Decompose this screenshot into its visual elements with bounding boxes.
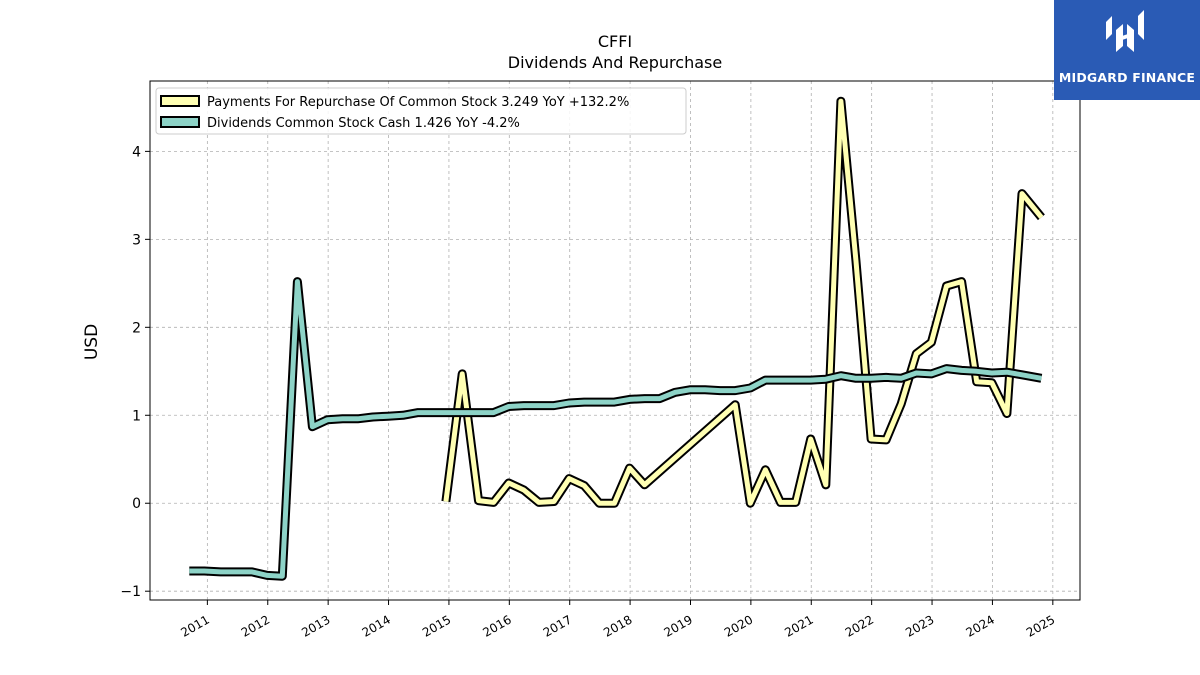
y-tick-label: 0: [132, 496, 141, 512]
legend-swatch: [160, 95, 200, 107]
y-tick-label: 3: [132, 232, 141, 248]
x-tick-label: 2021: [782, 612, 815, 639]
legend: Payments For Repurchase Of Common Stock …: [155, 87, 687, 135]
series-outline-dividends-common-stock-cash: [189, 277, 1043, 581]
legend-label: Payments For Repurchase Of Common Stock …: [207, 95, 629, 110]
y-axis-label: USD: [82, 324, 102, 360]
legend-swatch: [160, 116, 200, 128]
x-tick-label: 2024: [963, 612, 996, 639]
series-line-payments-for-repurchase-of-common-stock: [443, 98, 1044, 506]
x-tick-label: 2016: [480, 612, 513, 639]
series-line-dividends-common-stock-cash: [189, 279, 1042, 579]
x-tick-label: 2019: [662, 612, 695, 639]
series-layer: [189, 96, 1045, 581]
brand-logo: MIDGARD FINANCE: [1054, 0, 1200, 100]
legend-label: Dividends Common Stock Cash 1.426 YoY -4…: [207, 116, 520, 131]
x-tick-label: 2022: [843, 612, 876, 639]
midgard-logo-icon: [1106, 10, 1144, 52]
x-tick-label: 2018: [601, 612, 634, 639]
x-tick-label: 2015: [420, 612, 453, 639]
x-tick-label: 2020: [722, 612, 755, 639]
x-tick-label: 2013: [299, 612, 332, 639]
series-outline-payments-for-repurchase-of-common-stock: [441, 96, 1045, 508]
y-tick-label: 2: [132, 320, 141, 336]
x-tick-label: 2017: [541, 612, 574, 639]
y-tick-label: 4: [132, 144, 141, 160]
axes: 2011 2012 2013 2014 2015 2016 2017 2018 2019 2020…: [120, 144, 1057, 639]
x-tick-label: 2012: [239, 612, 272, 639]
chart-title: CFFI: [598, 32, 632, 51]
x-tick-label: 2011: [178, 612, 211, 639]
chart-subtitle: Dividends And Repurchase: [508, 53, 722, 72]
x-tick-label: 2023: [903, 612, 936, 639]
plot-frame: [149, 80, 1081, 601]
y-tick-label: −1: [120, 584, 141, 600]
y-tick-label: 1: [132, 408, 141, 424]
x-tick-label: 2025: [1024, 612, 1057, 639]
x-tick-label: 2014: [360, 612, 393, 639]
brand-name: MIDGARD FINANCE: [1058, 70, 1196, 85]
legend-box: [155, 87, 687, 135]
